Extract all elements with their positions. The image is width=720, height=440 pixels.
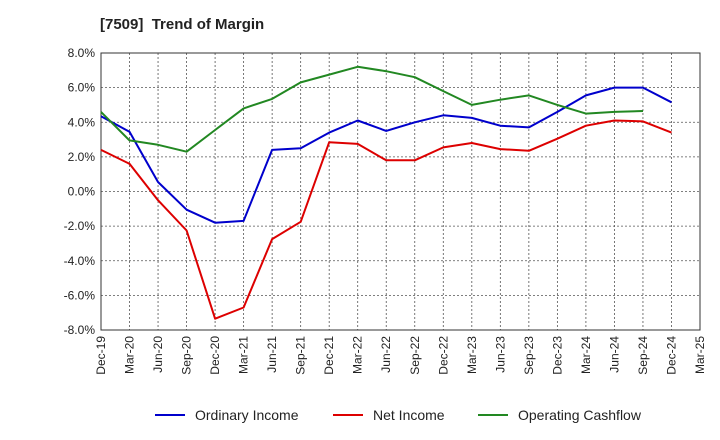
x-tick-label: Sep-20 xyxy=(180,336,194,375)
x-tick-label: Mar-23 xyxy=(465,336,479,374)
series-line xyxy=(100,119,672,320)
x-tick-label: Sep-21 xyxy=(294,336,308,375)
x-tick-label: Sep-23 xyxy=(522,336,536,375)
x-tick-label: Dec-19 xyxy=(94,336,108,375)
x-tick-label: Jun-20 xyxy=(151,336,165,373)
plot-frame xyxy=(100,52,701,331)
y-tick-label: 6.0% xyxy=(68,81,96,95)
legend-label: Net Income xyxy=(373,407,445,423)
x-tick-label: Jun-21 xyxy=(265,336,279,373)
y-tick-label: -8.0% xyxy=(64,323,96,337)
y-tick-label: -4.0% xyxy=(64,254,96,268)
x-tick-label: Jun-22 xyxy=(379,336,393,373)
y-tick-label: -6.0% xyxy=(64,288,96,302)
series-line xyxy=(100,65,644,153)
x-tick-label: Jun-23 xyxy=(493,336,507,373)
x-tick-label: Dec-24 xyxy=(664,336,678,375)
grid xyxy=(100,52,701,331)
x-tick-label: Mar-24 xyxy=(579,336,593,374)
x-tick-label: Dec-22 xyxy=(436,336,450,375)
x-tick-label: Dec-20 xyxy=(208,336,222,375)
x-tick-label: Dec-21 xyxy=(322,336,336,375)
x-tick-label: Sep-24 xyxy=(636,336,650,375)
x-tick-label: Mar-22 xyxy=(351,336,365,374)
x-tick-label: Jun-24 xyxy=(607,336,621,373)
x-tick-label: Mar-21 xyxy=(237,336,251,374)
y-tick-label: 8.0% xyxy=(68,46,96,60)
y-axis: 8.0% 6.0% 4.0% 2.0% 0.0% -2.0% -4.0% -6.0% -8.0% xyxy=(64,46,96,337)
y-tick-label: 4.0% xyxy=(68,115,96,129)
chart-title: [7509] Trend of Margin xyxy=(100,16,265,33)
series-lines xyxy=(100,65,672,320)
legend-label: Ordinary Income xyxy=(195,407,299,423)
x-tick-label: Sep-22 xyxy=(408,336,422,375)
legend: Ordinary Income Net Income Operating Cashf… xyxy=(155,407,642,423)
x-tick-label: Mar-20 xyxy=(123,336,137,374)
y-tick-label: 0.0% xyxy=(68,185,96,199)
y-tick-label: -2.0% xyxy=(64,219,96,233)
x-axis: Dec-19 Mar-20 Jun-20 Sep-20 Dec-20 Mar-21 Jun-… xyxy=(94,336,707,375)
legend-label: Operating Cashflow xyxy=(518,407,642,423)
x-tick-label: Mar-25 xyxy=(693,336,707,374)
series-line xyxy=(100,86,672,224)
y-tick-label: 2.0% xyxy=(68,150,96,164)
x-tick-label: Dec-23 xyxy=(550,336,564,375)
